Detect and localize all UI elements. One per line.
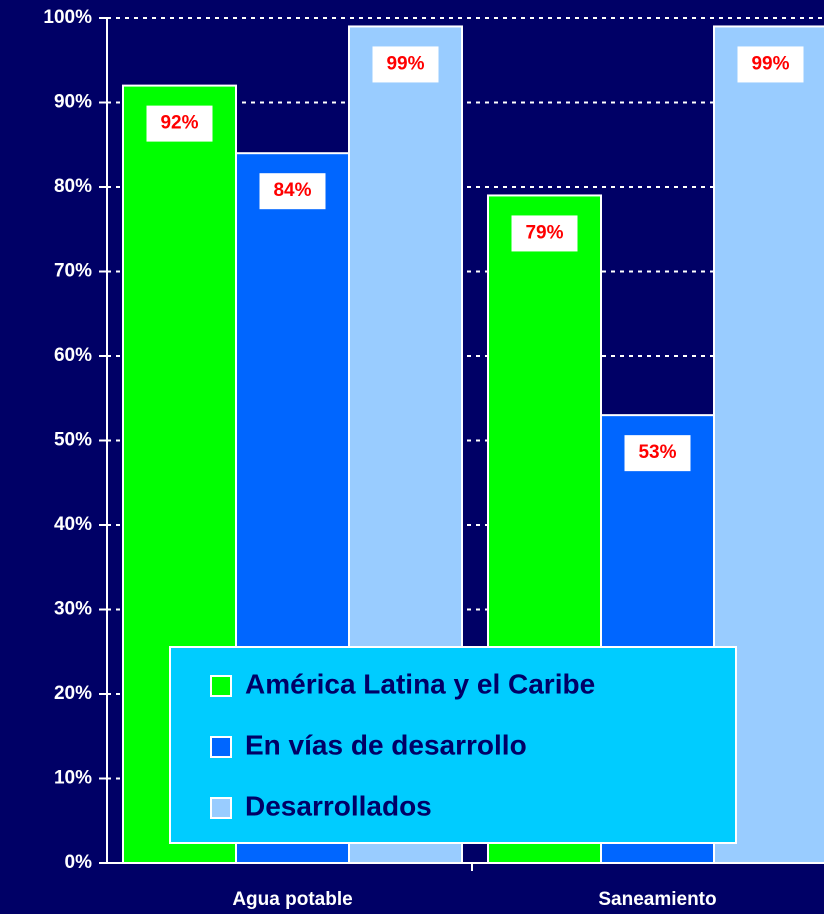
x-tick-label: Agua potable: [232, 889, 352, 910]
y-tick-label: 100%: [43, 7, 92, 28]
y-tick-label: 30%: [54, 599, 92, 620]
value-label-box: [511, 215, 578, 252]
value-label-box: [737, 46, 804, 83]
value-label: 99%: [751, 53, 789, 74]
legend-swatch: [210, 797, 232, 819]
value-label: 79%: [525, 222, 563, 243]
y-tick-label: 0%: [65, 852, 93, 873]
value-label-box: [146, 105, 213, 142]
legend-label: En vías de desarrollo: [245, 729, 527, 760]
x-tick-label: Saneamiento: [598, 889, 716, 910]
value-label-box: [624, 435, 691, 472]
legend-swatch: [210, 675, 232, 697]
y-tick-label: 70%: [54, 261, 92, 282]
legend-swatch: [210, 736, 232, 758]
value-label: 99%: [386, 53, 424, 74]
legend-label: Desarrollados: [245, 790, 432, 821]
y-tick-label: 60%: [54, 345, 92, 366]
value-label: 53%: [638, 442, 676, 463]
y-tick-label: 80%: [54, 176, 92, 197]
value-label: 84%: [273, 180, 311, 201]
y-tick-label: 50%: [54, 430, 92, 451]
value-label-box: [372, 46, 439, 83]
value-label: 92%: [160, 113, 198, 134]
y-tick-label: 20%: [54, 683, 92, 704]
legend-box: [169, 646, 737, 844]
y-tick-label: 10%: [54, 768, 92, 789]
y-tick-label: 40%: [54, 514, 92, 535]
value-label-box: [259, 173, 326, 210]
legend-label: América Latina y el Caribe: [245, 668, 595, 699]
y-tick-label: 90%: [54, 92, 92, 113]
